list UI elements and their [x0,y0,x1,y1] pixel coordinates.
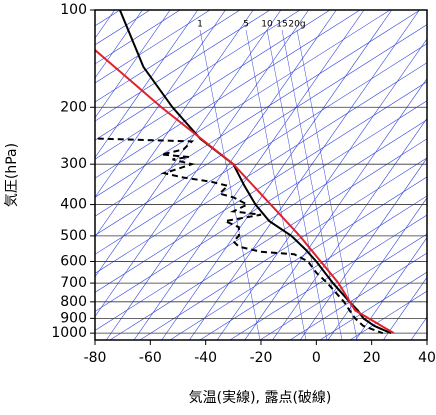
isotherm [134,10,364,340]
adiabat [200,10,436,340]
mixing-ratio-line [200,30,260,340]
adiabat [0,10,390,340]
x-tick-label: 20 [363,350,381,366]
isotherm [273,10,436,340]
adiabat [0,10,240,340]
adiabat [80,10,436,340]
isotherm [0,10,198,340]
y-tick-label: 500 [60,228,87,244]
adiabat [140,10,436,340]
adiabat [320,10,436,340]
mixing-ratio-label: 1 [197,20,203,30]
y-tick-label: 700 [60,275,87,291]
mixing-ratio-label: 20g [288,20,305,30]
mixing-ratio-label: 10 [261,20,273,30]
adiabat [0,10,360,340]
y-axis-label: 気圧(hPa) [4,143,20,207]
plot-frame [95,10,427,340]
adiabat [260,10,436,340]
y-tick-label: 100 [60,2,87,18]
x-tick-label: -20 [250,350,273,366]
adiabat [0,10,270,340]
mixing-ratio-line [297,30,357,340]
y-tick-label: 300 [60,156,87,172]
y-tick-label: 600 [60,253,87,269]
y-tick-label: 1000 [51,325,87,341]
y-tick-label: 200 [60,99,87,115]
x-tick-label: -40 [194,350,217,366]
x-tick-label: -60 [139,350,162,366]
mixing-ratio-line [282,30,342,340]
y-tick-label: 800 [60,294,87,310]
isotherm [162,10,392,340]
adiabat [0,10,300,340]
adiabat [230,10,436,340]
adiabat [350,10,436,340]
x-tick-label: 40 [418,350,436,366]
x-tick-label: -80 [84,350,107,366]
mixing-ratio-label: 15 [276,20,287,30]
x-axis-label: 気温(実線), 露点(破線) [189,390,332,406]
isotherm [23,10,253,340]
isotherm [383,10,436,340]
adiabat [0,10,180,340]
y-tick-label: 900 [60,310,87,326]
y-tick-label: 400 [60,197,87,213]
adiabat [110,10,436,340]
x-tick-label: 0 [312,350,321,366]
isotherm [189,10,419,340]
adiabat [170,10,436,340]
mixing-ratio-label: 5 [243,20,249,30]
isotherm [411,10,436,340]
